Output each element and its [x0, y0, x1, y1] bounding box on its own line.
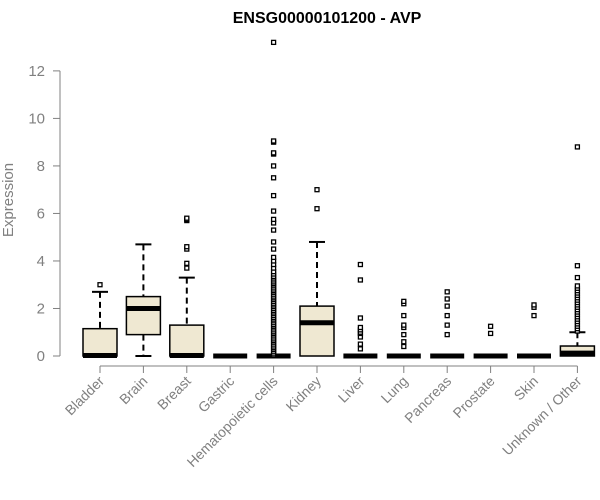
box-pancreas [430, 289, 465, 359]
outlier-point [270, 246, 277, 252]
outlier-point [97, 282, 103, 288]
outlier-point [184, 260, 190, 266]
outlier-point [357, 346, 364, 352]
x-tick-label: Prostate [450, 373, 498, 421]
outlier-point [357, 315, 364, 321]
outlier-point [184, 265, 190, 271]
outlier-point [357, 324, 364, 331]
outlier-point [401, 343, 407, 350]
box-breast [169, 215, 205, 359]
outlier-point [574, 274, 581, 281]
outlier-point [444, 296, 450, 302]
outlier-point [444, 303, 450, 309]
outlier-point [401, 322, 407, 328]
box-prostate [473, 323, 508, 359]
outlier-point [401, 298, 407, 305]
outlier-point [270, 163, 277, 169]
outlier-point [270, 150, 277, 156]
outlier-point [270, 227, 277, 233]
x-tick-label: Bladder [62, 373, 108, 419]
box-body [169, 324, 205, 357]
x-tick-label: Pancreas [401, 373, 454, 426]
x-tick-label: Unknown / Other [499, 373, 585, 459]
outlier-point [357, 341, 364, 347]
x-tick-label: Kidney [283, 373, 325, 415]
outlier-point [531, 312, 537, 319]
box-bladder [82, 282, 118, 359]
outlier-point [574, 263, 581, 269]
y-axis-label: Expression [0, 163, 17, 237]
outlier-point [444, 331, 450, 338]
outlier-point [270, 216, 277, 223]
outlier-point [401, 312, 407, 319]
outlier-point [487, 330, 494, 337]
box-unknown-other [559, 144, 596, 357]
x-tick-label: Lung [378, 373, 411, 406]
outlier-point [270, 192, 277, 199]
outlier-point [444, 312, 450, 319]
outlier-point [574, 283, 581, 289]
x-tick-label: Skin [511, 373, 542, 404]
outlier-point [314, 187, 320, 193]
x-tick-label: Brain [116, 373, 150, 407]
outlier-point [531, 302, 537, 308]
outlier-point [270, 208, 277, 214]
y-tick-label: 8 [37, 158, 45, 175]
y-tick-label: 0 [37, 348, 45, 365]
x-tick-label: Gastric [195, 373, 238, 416]
box-hematopoietic-cells [256, 39, 291, 359]
outlier-point [270, 254, 277, 261]
outlier-point [574, 144, 581, 150]
box-body [82, 327, 118, 357]
outlier-point [357, 277, 364, 283]
y-tick-label: 2 [37, 300, 45, 317]
box-liver [343, 261, 378, 359]
outlier-point [270, 175, 277, 181]
box-kidney [299, 187, 335, 357]
outlier-point [270, 138, 277, 144]
box-body [299, 305, 335, 357]
box-body [125, 295, 162, 336]
x-tick-label: Liver [335, 373, 368, 406]
box-skin [517, 302, 551, 359]
outlier-point [184, 244, 190, 250]
outlier-point [270, 239, 277, 245]
outlier-point [270, 39, 277, 46]
outlier-point [314, 206, 320, 212]
outlier-point [444, 289, 450, 295]
box-brain [125, 243, 162, 357]
y-tick-label: 4 [37, 253, 45, 270]
box-lung [386, 298, 421, 359]
y-tick-label: 10 [28, 110, 45, 127]
outlier-point [184, 215, 190, 221]
outlier-point [487, 323, 494, 329]
outlier-point [401, 331, 407, 338]
box-group [82, 39, 596, 359]
y-axis: 0 2 4 6 8 10 12 [28, 63, 61, 365]
outlier-point [401, 339, 407, 345]
x-tick-label: Breast [154, 373, 194, 413]
chart-title: ENSG00000101200 - AVP [233, 10, 422, 27]
y-tick-label: 12 [28, 63, 45, 80]
y-tick-label: 6 [37, 205, 45, 222]
outlier-point [357, 261, 364, 268]
outlier-point [444, 322, 450, 328]
